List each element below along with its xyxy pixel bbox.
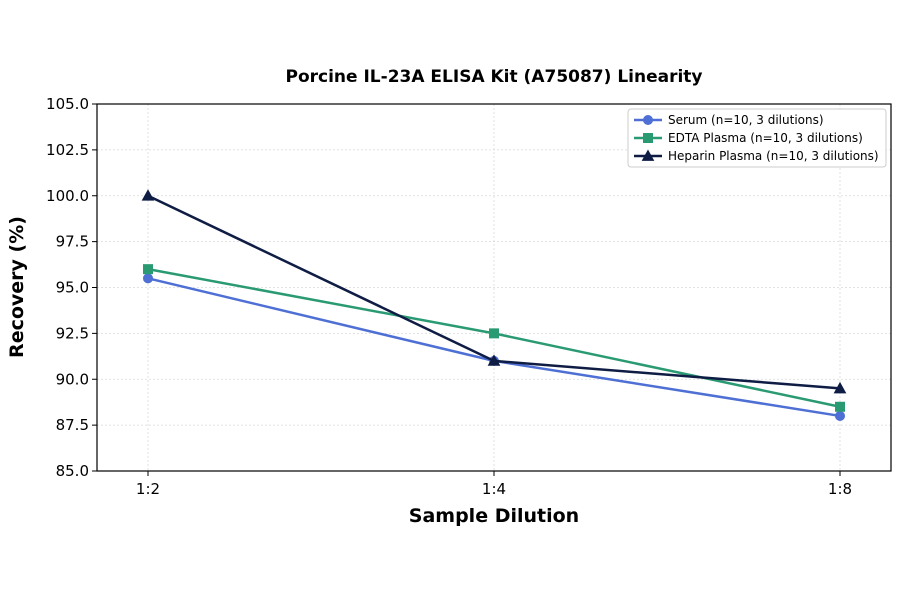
y-tick-label: 90.0 bbox=[56, 370, 89, 388]
x-axis-label: Sample Dilution bbox=[409, 505, 579, 527]
chart-title: Porcine IL-23A ELISA Kit (A75087) Linear… bbox=[286, 67, 703, 87]
legend-label: Heparin Plasma (n=10, 3 dilutions) bbox=[668, 149, 879, 163]
y-tick-label: 102.5 bbox=[46, 141, 89, 159]
y-tick-label: 100.0 bbox=[46, 187, 89, 205]
legend-marker bbox=[643, 133, 653, 143]
legend-entry: Heparin Plasma (n=10, 3 dilutions) bbox=[634, 149, 879, 163]
data-point bbox=[143, 273, 153, 284]
series-line bbox=[147, 277, 841, 418]
legend: Serum (n=10, 3 dilutions) EDTA Plasma (n=… bbox=[627, 108, 887, 168]
y-tick-label: 92.5 bbox=[56, 324, 89, 342]
series-lines bbox=[141, 189, 847, 421]
data-point bbox=[141, 189, 155, 201]
data-point bbox=[487, 354, 501, 366]
legend-entry: Serum (n=10, 3 dilutions) bbox=[634, 113, 824, 127]
legend-label: Serum (n=10, 3 dilutions) bbox=[668, 113, 824, 127]
legend-marker bbox=[643, 115, 653, 125]
y-tick-label: 87.5 bbox=[56, 416, 89, 434]
x-axis-ticks: 1:2 1:4 1:8 bbox=[136, 471, 852, 498]
y-axis-ticks: 85.0 87.5 90.0 92.5 95.0 97.5 100.0 102.5 105.0 bbox=[46, 95, 97, 480]
data-point bbox=[489, 328, 499, 339]
legend-marker bbox=[641, 149, 655, 161]
x-tick-label: 1:4 bbox=[482, 480, 506, 498]
y-tick-label: 97.5 bbox=[56, 233, 89, 251]
x-tick-label: 1:2 bbox=[136, 480, 160, 498]
legend-box bbox=[627, 108, 887, 168]
data-point bbox=[835, 401, 845, 412]
legend-entry: EDTA Plasma (n=10, 3 dilutions) bbox=[634, 131, 863, 145]
series-0 bbox=[143, 273, 845, 421]
x-tick-label: 1:8 bbox=[828, 480, 852, 498]
y-tick-label: 95.0 bbox=[56, 279, 89, 297]
data-point bbox=[143, 264, 153, 275]
series-2 bbox=[141, 189, 847, 394]
data-point bbox=[835, 410, 845, 421]
data-point bbox=[833, 381, 847, 394]
y-tick-label: 85.0 bbox=[56, 462, 89, 480]
legend-label: EDTA Plasma (n=10, 3 dilutions) bbox=[668, 131, 863, 145]
series-1 bbox=[143, 264, 845, 412]
y-axis-label: Recovery (%) bbox=[6, 216, 28, 358]
y-tick-label: 105.0 bbox=[46, 95, 89, 113]
